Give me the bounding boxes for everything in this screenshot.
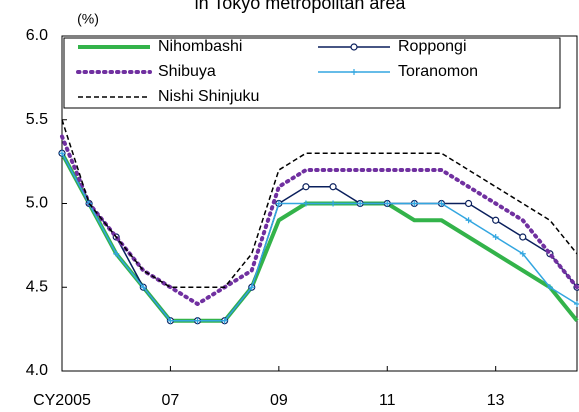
x-tick-label: 09	[270, 392, 288, 409]
x-tick-label: 11	[379, 392, 396, 409]
legend-label: Roppongi	[398, 38, 467, 55]
point-marker	[384, 200, 391, 207]
point-marker	[465, 217, 472, 224]
point-marker	[194, 317, 201, 324]
point-marker	[519, 250, 526, 257]
series-line	[61, 119, 578, 288]
point-marker	[302, 183, 310, 191]
series-line	[61, 152, 578, 322]
y-tick-label: 4.0	[26, 362, 48, 379]
point-marker	[330, 200, 337, 207]
point-marker	[275, 200, 282, 207]
legend-label: Nihombashi	[158, 38, 242, 55]
legend-label: Toranomon	[398, 63, 478, 80]
point-marker	[140, 284, 147, 291]
point-marker	[464, 199, 473, 208]
y-tick-label: 4.5	[26, 278, 48, 295]
legend-marker	[350, 43, 358, 51]
point-marker	[546, 284, 553, 291]
y-tick-label: 6.0	[26, 27, 48, 44]
series-line	[60, 152, 579, 323]
point-marker	[492, 234, 499, 240]
point-marker	[357, 200, 364, 207]
point-marker	[248, 284, 255, 291]
y-tick-label: 5.0	[26, 195, 48, 212]
point-marker	[492, 216, 500, 224]
point-marker	[438, 200, 445, 207]
point-marker	[59, 150, 65, 157]
point-marker	[519, 233, 527, 241]
point-marker	[302, 200, 309, 207]
point-marker	[411, 200, 418, 207]
series-line	[61, 152, 578, 322]
point-marker	[221, 317, 228, 324]
point-marker	[574, 301, 579, 307]
x-tick-label: CY2005	[33, 392, 91, 409]
x-tick-label: 13	[487, 392, 505, 409]
legend-marker	[351, 69, 357, 75]
legend-label: Nishi Shinjuku	[158, 88, 259, 105]
chart-title: in Tokyo metropolitan area	[195, 0, 407, 13]
legend-label: Shibuya	[158, 63, 216, 80]
point-marker	[329, 183, 337, 191]
point-marker	[113, 250, 120, 257]
point-marker	[167, 317, 174, 324]
x-tick-label: 07	[162, 392, 180, 409]
y-tick-label: 5.5	[26, 111, 48, 128]
y-axis-unit: (%)	[77, 11, 99, 27]
